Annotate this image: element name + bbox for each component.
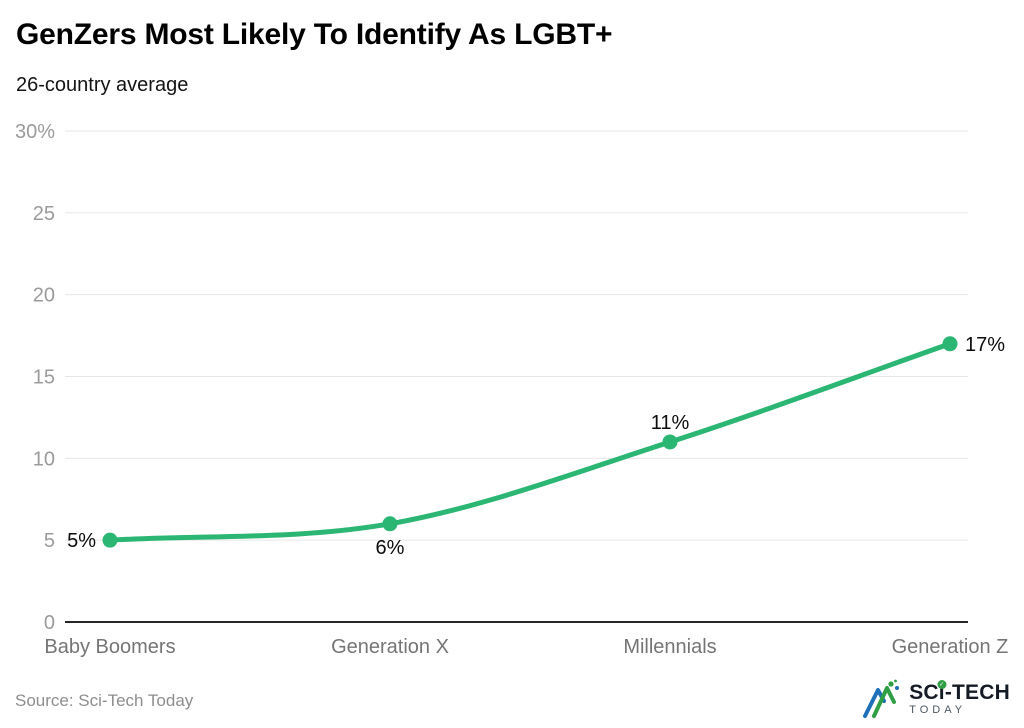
y-tick-label: 10 <box>33 448 55 470</box>
series-line <box>107 341 953 543</box>
y-tick-label: 25 <box>33 203 55 225</box>
logo-wordmark: SC i ✓ -TECH <box>909 680 1010 704</box>
x-tick-label: Baby Boomers <box>44 636 175 658</box>
y-tick-label: 0 <box>44 612 55 634</box>
logo-i-letter: i <box>938 681 945 704</box>
logo-tech: -TECH <box>944 681 1010 704</box>
x-tick-label: Generation Z <box>892 636 1009 658</box>
data-label: 11% <box>651 412 690 434</box>
data-point <box>662 434 678 450</box>
data-point <box>102 532 118 548</box>
data-point <box>382 516 398 532</box>
logo-mountain-icon <box>863 679 900 718</box>
logo-text: SC i ✓ -TECH TODAY <box>909 680 1010 716</box>
y-tick-label: 15 <box>33 367 55 389</box>
source-note: Source: Sci-Tech Today <box>15 691 194 710</box>
y-tick-label: 20 <box>33 285 55 307</box>
x-tick-label: Millennials <box>623 636 716 658</box>
y-tick-label: 30% <box>15 121 55 143</box>
sci-tech-today-logo: SC i ✓ -TECH TODAY <box>860 678 1010 720</box>
chart-subtitle: 26-country average <box>16 74 189 96</box>
x-tick-label: Generation X <box>331 636 449 658</box>
data-label: 17% <box>965 334 1005 356</box>
logo-i: i ✓ <box>937 680 947 704</box>
logo-today: TODAY <box>909 704 967 716</box>
page-title: GenZers Most Likely To Identify As LGBT+ <box>16 18 613 51</box>
data-point <box>942 336 958 352</box>
data-label: 5% <box>67 530 96 552</box>
logo-check-icon: ✓ <box>937 680 947 689</box>
y-tick-label: 5 <box>44 530 55 552</box>
logo-sc: SC <box>909 681 939 704</box>
data-label: 6% <box>376 537 405 559</box>
